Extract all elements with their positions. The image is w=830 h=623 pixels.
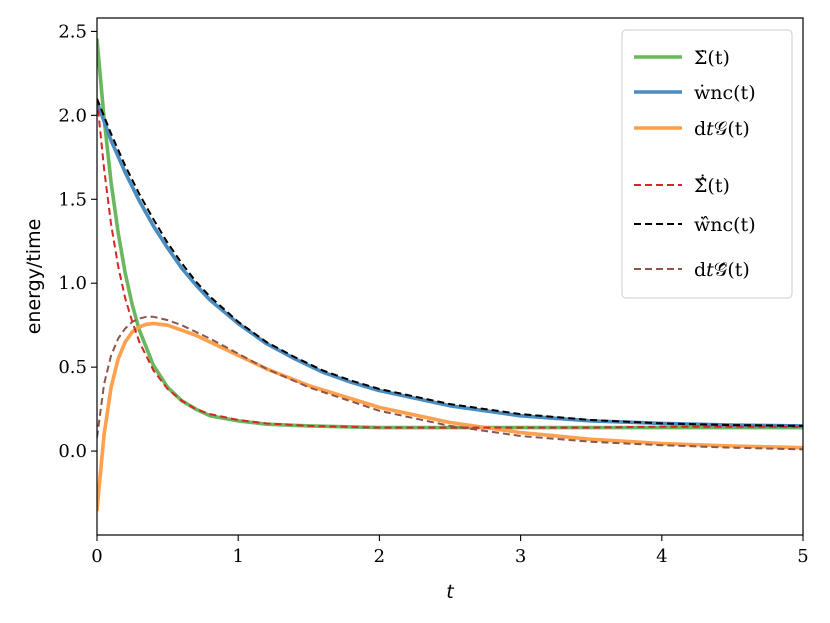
- series-line-4: [97, 98, 803, 427]
- series-line-5: [97, 315, 803, 451]
- x-tick-label: 0: [91, 546, 102, 567]
- y-tick-label: 2.5: [58, 21, 87, 42]
- legend-label: ẇnc(t): [694, 82, 756, 104]
- plot-area: [97, 38, 803, 512]
- y-tick-label: 0.0: [58, 441, 87, 462]
- x-tick-label: 4: [656, 546, 667, 567]
- x-axis-label: t: [446, 581, 455, 603]
- legend-box: [621, 29, 793, 299]
- legend-label: Σ̂̇(t): [694, 173, 730, 197]
- legend-label: ẇ̂nc(t): [694, 214, 756, 236]
- series-line-2: [97, 321, 803, 512]
- legend-label: d𝑡𝒢(t): [694, 118, 750, 140]
- y-tick-label: 2.0: [58, 105, 87, 126]
- legend: Σ̇(t) ẇnc(t) d𝑡𝒢(t) Σ̂̇(t) ẇ̂nc(t) d𝑡𝒢̂(t): [621, 29, 793, 299]
- series-line-1: [97, 100, 803, 428]
- x-tick-label: 5: [797, 546, 808, 567]
- legend-label: Σ̇(t): [694, 47, 730, 69]
- y-tick-label: 1.5: [58, 189, 87, 210]
- y-axis-label: energy/time: [23, 219, 45, 335]
- x-tick-label: 1: [232, 546, 243, 567]
- x-tick-label: 2: [374, 546, 385, 567]
- series-line-3: [97, 98, 803, 429]
- y-tick-label: 0.5: [58, 357, 87, 378]
- x-tick-label: 3: [515, 546, 526, 567]
- y-tick-label: 1.0: [58, 273, 87, 294]
- legend-label: d𝑡𝒢̂(t): [694, 259, 750, 281]
- axes: 0 1 2 3 4 5 0.0 0.5 1.0 1.5 2.0 2.5 t energy/time: [23, 17, 809, 603]
- axes-frame: [96, 17, 804, 536]
